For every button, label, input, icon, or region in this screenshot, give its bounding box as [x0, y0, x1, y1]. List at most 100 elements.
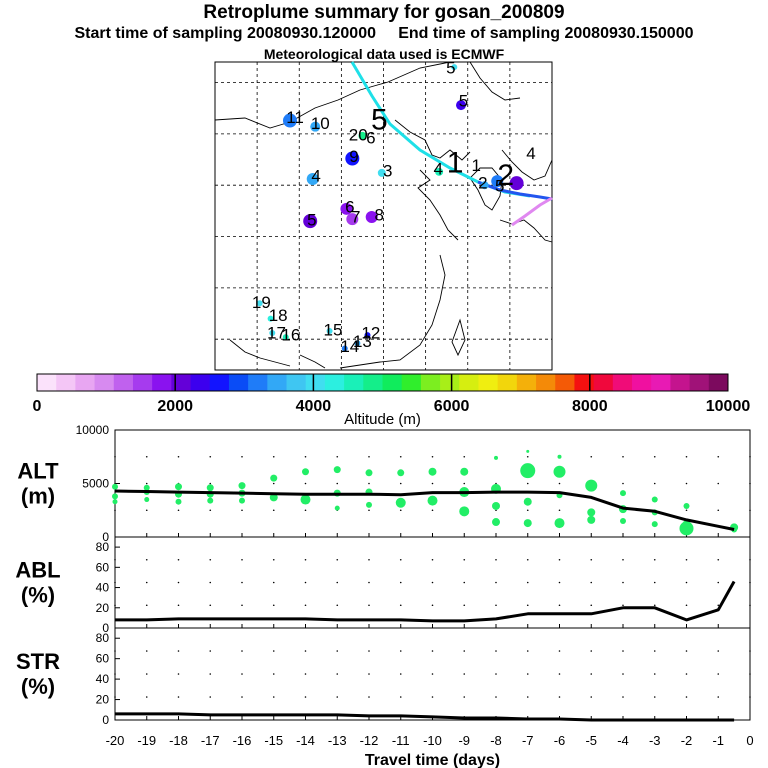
colorbar-tick-label: 8000 — [572, 398, 608, 415]
panel-grid-dot — [749, 509, 751, 512]
plume-cluster-marker — [267, 315, 274, 322]
panel-grid-dot — [431, 673, 434, 675]
panel-grid-dot — [304, 673, 307, 675]
cluster-label: 17 — [267, 324, 286, 343]
panel-grid-dot — [653, 673, 656, 675]
meteorological-data-label: Meteorological data used is ECMWF — [263, 46, 505, 62]
panel-grid-dot — [368, 558, 370, 561]
altitude-cluster-point — [491, 483, 501, 494]
panel-grid-dot — [304, 558, 307, 561]
colorbar-tick-label: 4000 — [296, 398, 332, 415]
panel-grid-dot — [114, 696, 116, 698]
altitude-cluster-point — [492, 518, 500, 527]
colorbar-segment — [555, 374, 575, 391]
panel-grid-dot — [177, 482, 180, 485]
panel-grid-dot — [336, 673, 339, 675]
panel-grid-dot — [685, 482, 688, 485]
altitude-cluster-point — [557, 454, 562, 459]
panel-grid-dot — [653, 558, 656, 561]
x-axis-label: Travel time (days) — [365, 752, 500, 768]
panel-grid-dot — [590, 650, 593, 652]
panel-grid-dot — [114, 650, 116, 652]
x-tick-label: -19 — [137, 733, 156, 748]
panel-grid-dot — [558, 696, 561, 698]
cluster-label: 13 — [353, 332, 372, 351]
panel-grid-dot — [368, 482, 370, 485]
panel-grid-dot — [368, 455, 370, 458]
colorbar-tick-label: 0 — [33, 398, 42, 415]
panel-grid-dot — [495, 604, 497, 607]
colorbar-segment — [190, 374, 211, 391]
panel-grid-dot — [622, 673, 624, 675]
altitude-cluster-point — [587, 515, 596, 524]
panel-grid-dot — [209, 581, 212, 584]
colorbar-segment — [440, 374, 460, 391]
panel-frame — [114, 627, 751, 721]
panel-grid-dot — [590, 558, 593, 561]
panel-grid-dot — [495, 482, 497, 485]
panel-grid-dot — [590, 482, 593, 485]
x-tick-label: -5 — [585, 733, 597, 748]
colorbar-segment — [286, 374, 307, 391]
x-tick-label: -13 — [328, 733, 347, 748]
altitude-cluster-point — [365, 469, 373, 477]
cluster-label: 2 — [478, 174, 487, 193]
colorbar-segment — [574, 374, 595, 391]
cluster-label: 10 — [311, 114, 330, 133]
altitude-cluster-point — [239, 497, 245, 504]
x-tick-label: -2 — [681, 733, 693, 748]
panel-grid-dot — [558, 650, 561, 652]
altitude-cluster-point — [459, 487, 470, 498]
panel-grid-dot — [685, 509, 688, 512]
panel-grid-dot — [177, 673, 180, 675]
panel-grid-dot — [177, 650, 180, 652]
x-tick-label: -6 — [554, 733, 566, 748]
panel-grid-dot — [177, 604, 180, 607]
x-tick-label: -1 — [712, 733, 724, 748]
y-tick-label: 20 — [96, 693, 110, 707]
plume-cluster-marker — [310, 121, 321, 132]
panel-grid-dot — [749, 455, 751, 458]
panel-grid-dot — [114, 509, 116, 512]
cluster-label: 14 — [340, 337, 359, 356]
y-tick-label: 60 — [96, 560, 110, 574]
panel-grid-dot — [749, 581, 751, 584]
plume-cluster-marker — [480, 181, 489, 190]
panel-grid-dot — [145, 455, 148, 458]
panel-grid-dot — [463, 604, 466, 607]
panel-grid-dot — [526, 650, 529, 652]
colorbar-segment — [305, 374, 326, 391]
altitude-cluster-point — [494, 455, 498, 460]
panel-grid-dot — [653, 650, 656, 652]
altitude-cluster-point — [526, 449, 530, 453]
cluster-label: 1 — [471, 156, 480, 175]
x-tick-label: -12 — [360, 733, 379, 748]
x-tick-label: -3 — [649, 733, 661, 748]
altitude-cluster-point — [206, 490, 214, 498]
panel-grid-dot — [495, 650, 497, 652]
panel-grid-dot — [145, 509, 148, 512]
plume-upper-path — [511, 196, 553, 227]
panel-grid-dot — [145, 604, 148, 607]
panel-grid-dot — [653, 604, 656, 607]
panel-grid-dot — [114, 558, 116, 561]
colorbar-segment — [478, 374, 499, 391]
x-tick-label: -14 — [296, 733, 315, 748]
panel-grid-dot — [495, 509, 497, 512]
panel-grid-dot — [399, 696, 402, 698]
panel-grid-dot — [717, 558, 720, 561]
plume-main-path — [350, 61, 531, 198]
series-line-str — [115, 712, 735, 722]
panel-grid-dot — [463, 650, 466, 652]
panel-grid-dot — [368, 673, 370, 675]
colorbar-tick-label: 2000 — [157, 398, 193, 415]
panel-grid-dot — [622, 482, 624, 485]
panel-grid-dot — [399, 650, 402, 652]
altitude-cluster-point — [428, 467, 437, 476]
panel-grid-dot — [209, 482, 212, 485]
x-tick-label: -18 — [169, 733, 188, 748]
panel-grid-dot — [526, 696, 529, 698]
panel-grid-dot — [558, 581, 561, 584]
panel-grid-dot — [272, 650, 275, 652]
